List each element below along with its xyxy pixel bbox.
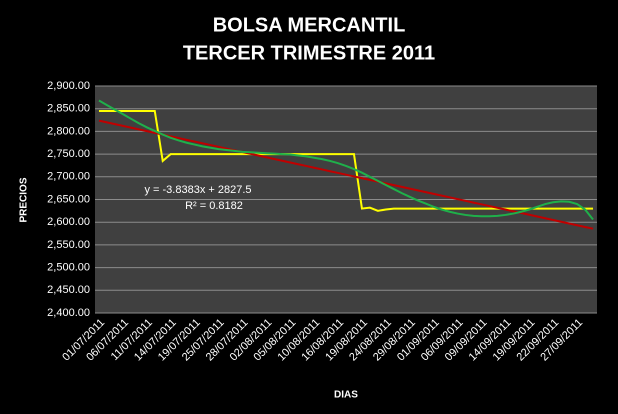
y-tick-label: 2,850.00 <box>47 103 90 115</box>
y-tick-label: 2,900.00 <box>47 80 90 92</box>
y-tick-label: 2,600.00 <box>47 216 90 228</box>
y-tick-label: 2,650.00 <box>47 193 90 205</box>
chart-subtitle: TERCER TRIMESTRE 2011 <box>183 42 435 64</box>
series-line <box>98 109 594 212</box>
chart-title: BOLSA MERCANTIL <box>213 14 406 36</box>
y-tick-label: 2,400.00 <box>47 307 90 319</box>
y-tick-label: 2,550.00 <box>47 239 90 251</box>
y-tick-label: 2,800.00 <box>47 125 90 137</box>
annotation: y = -3.8383x + 2827.5 <box>144 184 251 196</box>
y-tick-label: 2,750.00 <box>47 148 90 160</box>
x-axis-label: DIAS <box>334 390 358 401</box>
y-tick-label: 2,700.00 <box>47 171 90 183</box>
annotation: R² = 0.8182 <box>185 200 243 212</box>
y-axis-label: PRECIOS <box>19 177 30 222</box>
series-line <box>98 99 594 221</box>
y-tick-label: 2,450.00 <box>47 284 90 296</box>
series-line <box>98 119 594 230</box>
y-tick-label: 2,500.00 <box>47 262 90 274</box>
